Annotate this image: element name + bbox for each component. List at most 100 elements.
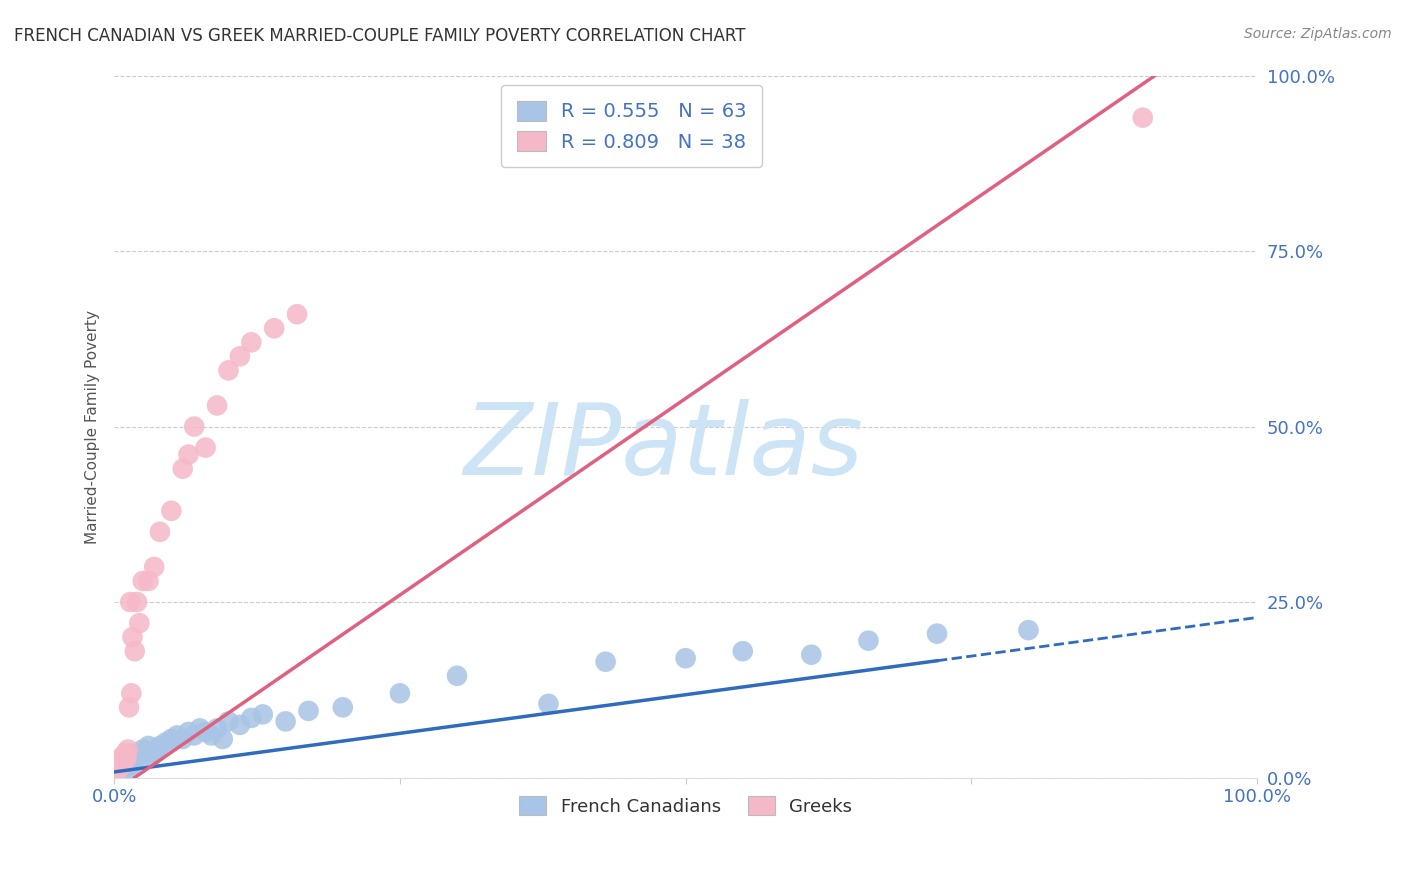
- Point: [1017, 623, 1039, 637]
- Point: [149, 524, 172, 539]
- Point: [117, 756, 139, 771]
- Point: [114, 756, 136, 771]
- Point: [107, 762, 129, 776]
- Point: [205, 722, 228, 736]
- Point: [263, 321, 285, 335]
- Point: [122, 753, 145, 767]
- Point: [120, 758, 142, 772]
- Point: [155, 735, 177, 749]
- Point: [200, 728, 222, 742]
- Point: [285, 307, 308, 321]
- Point: [107, 758, 129, 772]
- Point: [110, 758, 132, 772]
- Point: [114, 760, 136, 774]
- Point: [111, 756, 134, 771]
- Point: [138, 574, 160, 588]
- Point: [120, 686, 142, 700]
- Point: [595, 655, 617, 669]
- Point: [537, 697, 560, 711]
- Point: [107, 760, 129, 774]
- Point: [118, 700, 141, 714]
- Point: [121, 758, 143, 772]
- Point: [114, 753, 136, 767]
- Point: [108, 756, 131, 771]
- Point: [128, 616, 150, 631]
- Point: [112, 753, 135, 767]
- Point: [132, 742, 155, 756]
- Point: [297, 704, 319, 718]
- Point: [125, 595, 148, 609]
- Point: [121, 630, 143, 644]
- Point: [128, 753, 150, 767]
- Point: [675, 651, 697, 665]
- Point: [143, 746, 166, 760]
- Point: [149, 739, 172, 753]
- Point: [925, 626, 948, 640]
- Point: [194, 441, 217, 455]
- Point: [183, 728, 205, 742]
- Point: [143, 560, 166, 574]
- Y-axis label: Married-Couple Family Poverty: Married-Couple Family Poverty: [86, 310, 100, 543]
- Point: [217, 363, 239, 377]
- Point: [108, 760, 131, 774]
- Point: [166, 728, 188, 742]
- Point: [160, 731, 183, 746]
- Point: [124, 746, 146, 760]
- Point: [211, 731, 233, 746]
- Point: [108, 762, 131, 776]
- Point: [115, 749, 138, 764]
- Point: [117, 742, 139, 756]
- Point: [110, 760, 132, 774]
- Point: [120, 755, 142, 769]
- Point: [107, 760, 129, 774]
- Point: [107, 756, 129, 771]
- Point: [172, 461, 194, 475]
- Point: [114, 746, 136, 760]
- Point: [132, 574, 155, 588]
- Point: [112, 753, 135, 767]
- Point: [112, 762, 135, 776]
- Text: ZIPatlas: ZIPatlas: [463, 399, 863, 496]
- Point: [111, 749, 134, 764]
- Point: [194, 725, 217, 739]
- Point: [125, 749, 148, 764]
- Point: [274, 714, 297, 729]
- Point: [332, 700, 354, 714]
- Point: [252, 707, 274, 722]
- Point: [205, 399, 228, 413]
- Text: Source: ZipAtlas.com: Source: ZipAtlas.com: [1244, 27, 1392, 41]
- Point: [114, 758, 136, 772]
- Point: [177, 725, 200, 739]
- Point: [111, 764, 134, 778]
- Point: [858, 633, 880, 648]
- Point: [229, 349, 252, 363]
- Point: [141, 749, 163, 764]
- Point: [183, 419, 205, 434]
- Point: [110, 755, 132, 769]
- Legend: French Canadians, Greeks: French Canadians, Greeks: [510, 788, 862, 825]
- Point: [731, 644, 754, 658]
- Point: [1132, 111, 1154, 125]
- Point: [217, 714, 239, 729]
- Point: [105, 764, 128, 778]
- Point: [115, 762, 138, 776]
- Point: [115, 755, 138, 769]
- Point: [120, 749, 142, 764]
- Point: [160, 504, 183, 518]
- Point: [135, 746, 157, 760]
- Text: FRENCH CANADIAN VS GREEK MARRIED-COUPLE FAMILY POVERTY CORRELATION CHART: FRENCH CANADIAN VS GREEK MARRIED-COUPLE …: [14, 27, 745, 45]
- Point: [229, 718, 252, 732]
- Point: [388, 686, 411, 700]
- Point: [240, 335, 263, 350]
- Point: [120, 595, 142, 609]
- Point: [188, 722, 211, 736]
- Point: [124, 644, 146, 658]
- Point: [172, 731, 194, 746]
- Point: [105, 764, 128, 778]
- Point: [111, 758, 134, 772]
- Point: [107, 762, 129, 776]
- Point: [114, 753, 136, 767]
- Point: [240, 711, 263, 725]
- Point: [108, 753, 131, 767]
- Point: [114, 749, 136, 764]
